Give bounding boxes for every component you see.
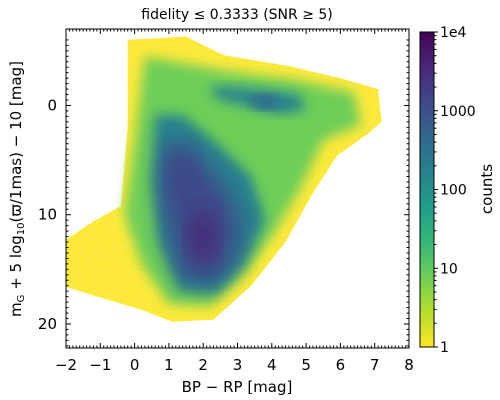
x-tick-label: 3 [233,356,243,374]
density-clump [250,95,279,110]
y-label-m: m [7,302,25,317]
density-peak-lower [190,210,217,263]
y-label-sub-10: 10 [16,223,27,236]
colorbar: 1e4 1000 100 10 1 counts [419,25,496,356]
chart-title: fidelity ≤ 0.3333 (SNR ≥ 5) [141,7,333,23]
colorbar-tick-label: 10 [440,261,458,277]
colorbar-tick-label: 100 [440,183,467,199]
colorbar-gradient [420,32,434,347]
density-layer [66,29,409,348]
x-tick-label: 4 [267,356,277,374]
y-tick-label: 20 [38,315,57,333]
y-axis-ticks: 0 10 20 [38,39,409,347]
colorbar-tick-label: 1 [440,340,449,356]
x-tick-label: −2 [55,356,77,374]
density-peak-upper [169,150,196,203]
y-label-sub-g: G [16,295,27,303]
x-tick-label: 1 [164,356,174,374]
colorbar-tick-label: 1e4 [440,25,467,41]
x-axis-label: BP − RP [mag] [182,378,293,396]
x-tick-label: 6 [336,356,346,374]
colorbar-tick-label: 1000 [440,104,476,120]
x-tick-label: 5 [301,356,311,374]
y-tick-label: 0 [47,96,57,114]
plot-area: −2 −1 0 1 2 3 4 5 6 7 8 0 10 20 [38,28,414,374]
x-tick-label: 8 [404,356,414,374]
x-axis-ticks: −2 −1 0 1 2 3 4 5 6 7 8 [55,29,414,374]
y-label-mid: + 5 log [7,235,25,294]
x-tick-label: −1 [89,356,111,374]
y-tick-label: 10 [38,206,57,224]
y-axis-label: mG + 5 log10(ϖ/1mas) − 10 [mag] [7,61,27,317]
colorbar-label: counts [478,164,496,214]
x-tick-label: 2 [198,356,208,374]
x-tick-label: 7 [370,356,380,374]
colorbar-ticks: 1e4 1000 100 10 1 [434,25,476,356]
x-tick-label: 0 [130,356,140,374]
y-label-end: (ϖ/1mas) − 10 [mag] [7,61,25,222]
